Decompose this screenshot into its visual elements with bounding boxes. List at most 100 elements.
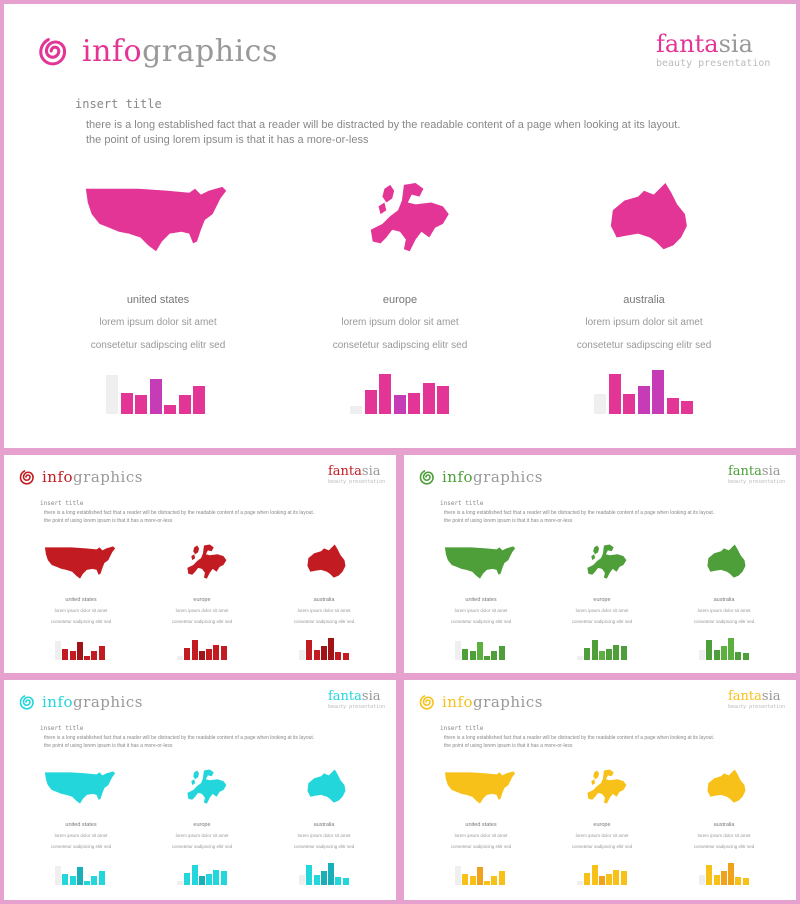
bar [742,653,749,660]
brand: fantasia beauty presentation [328,689,385,710]
region-name: australia [623,294,665,306]
bar [735,651,742,660]
bar [149,378,162,414]
logo-suffix: graphics [473,693,543,711]
bar [55,865,61,885]
region-name: united states [65,822,97,828]
region-desc-1: lorem ipsum dolor sit amet [297,833,351,838]
intro-line-2: the point of using lorem ipsum is that i… [44,518,173,524]
swirl-logo-icon [18,692,38,712]
brand-tagline: beauty presentation [328,704,386,710]
brand: fantasia beauty presentation [728,689,785,710]
slide-magenta: infographics fantasia beauty presentatio… [4,4,796,448]
region-australia: australia lorem ipsum dolor sit amet con… [669,768,779,850]
region-desc-1: lorem ipsum dolor sit amet [297,608,351,613]
bar [69,650,76,660]
region-name: europe [193,822,211,828]
bar [76,867,83,885]
brand-suffix: sia [761,464,781,479]
region-europe: europe lorem ipsum dolor sit amet conset… [147,543,257,625]
bar-chart [177,865,228,885]
bar [206,874,212,885]
bar [699,874,705,885]
bar [623,393,635,414]
slide-cyan: infographics fantasia beauty presentatio… [4,680,396,900]
region-desc-1: lorem ipsum dolor sit amet [54,608,108,613]
intro-line-1: there is a long established fact that a … [44,510,315,516]
bar [498,646,505,660]
bar-chart [106,375,208,414]
bar [177,656,183,660]
brand-prefix: fanta [728,464,762,479]
region-desc-2: consetetur sadipscing elitr sed [90,340,226,351]
region-name: australia [313,822,335,828]
region-united-states: united states lorem ipsum dolor sit amet… [48,180,268,352]
bar [598,650,605,660]
bar-chart [177,640,228,660]
region-name: united states [126,294,190,306]
intro-text: there is a long established fact that a … [444,509,764,525]
bar [598,875,605,885]
bar [328,638,334,660]
bar [484,655,490,660]
region-name: europe [193,597,211,603]
bar [213,869,220,885]
australia-map-icon [307,544,346,578]
bar [608,373,621,414]
intro-line-1: there is a long established fact that a … [444,510,715,516]
region-australia: australia lorem ipsum dolor sit amet con… [534,180,754,352]
bar [135,395,147,414]
bar [55,640,61,660]
bar [91,650,98,660]
bar-chart [455,865,506,885]
bar [476,642,483,660]
bar [681,400,693,414]
bar [455,865,461,885]
brand-tagline: beauty presentation [328,479,386,485]
region-europe: europe lorem ipsum dolor sit amet conset… [147,768,257,850]
brand-suffix: sia [761,689,781,704]
us-map-icon [444,771,516,804]
region-united-states: united states lorem ipsum dolor sit amet… [26,768,136,850]
slide-red: infographics fantasia beauty presentatio… [4,455,396,673]
region-name: united states [465,597,497,603]
bar [706,639,713,660]
intro-line-1: there is a long established fact that a … [444,735,715,741]
logo-prefix: info [82,33,143,69]
bar [164,405,176,414]
brand: fantasia beauty presentation [656,30,770,69]
bar [666,397,679,414]
bar-chart [699,638,750,660]
bar [484,880,490,885]
region-name: united states [465,822,497,828]
region-desc-2: consetetur sadipscing elitr sed [332,340,468,351]
us-map-icon [444,546,516,579]
bar [198,650,205,660]
bar [476,867,483,885]
brand-suffix: sia [361,464,381,479]
bar [306,864,313,885]
bar [437,385,449,414]
bar [637,385,650,414]
bar [728,638,734,660]
intro-text: there is a long established fact that a … [44,509,364,525]
insert-title: insert title [440,725,484,732]
logo-text: infographics [82,34,278,69]
bar [198,875,205,885]
australia-map-icon [307,769,346,803]
bar [69,875,76,885]
bar-chart [699,863,750,885]
region-desc-1: lorem ipsum dolor sit amet [697,833,751,838]
bar [313,874,320,885]
bar [706,864,713,885]
bar [193,386,205,414]
bar [313,649,320,660]
bar [299,649,305,660]
region-desc-1: lorem ipsum dolor sit amet [454,608,508,613]
bar [76,642,83,660]
bar [184,872,191,885]
region-desc-2: consetetur sadipscing elitr sed [571,619,633,624]
brand-name: fantasia [328,464,385,479]
bar [469,875,476,885]
region-desc-2: consetetur sadipscing elitr sed [50,619,112,624]
